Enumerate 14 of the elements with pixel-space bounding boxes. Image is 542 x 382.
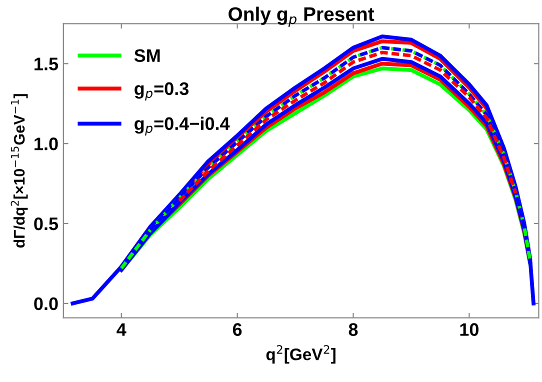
x-tick-label: 4 [116, 323, 126, 336]
y-tick-label: 1.5 [34, 58, 58, 70]
y-tick-label: 0.5 [34, 217, 58, 230]
x-tick-label: 6 [232, 323, 242, 336]
y-tick-label: 1.0 [34, 138, 58, 150]
x-tick-label: 8 [348, 323, 358, 336]
legend-label: g$_{p}$=0.3 [134, 82, 189, 100]
legend-label: SM [134, 49, 160, 62]
legend-label: g$_{p}$=0.4−i0.4 [134, 116, 230, 136]
y-axis-title: dΓ/dq$^{2}$[×10$^{−15}$GeV$^{−1}$] [10, 94, 28, 248]
x-tick-label: 10 [460, 323, 478, 336]
x-axis-title: q$^{2}$[GeV$^{2}$] [266, 345, 336, 364]
chart-title: Only g$_{p}$ Present [228, 6, 374, 27]
y-tick-label: 0.0 [34, 297, 58, 310]
